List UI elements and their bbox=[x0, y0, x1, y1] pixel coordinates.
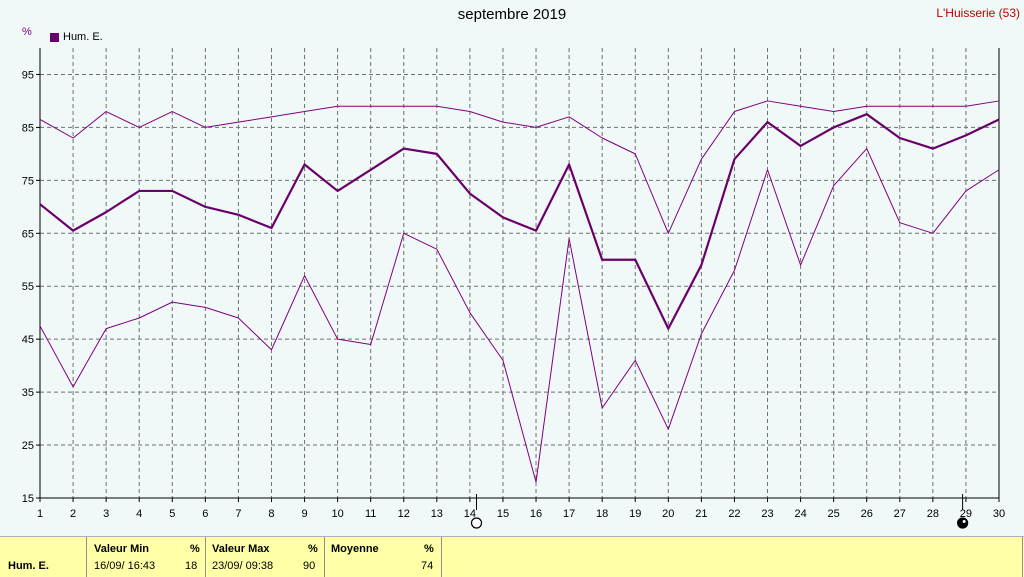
x-tick-label: 13 bbox=[431, 508, 443, 520]
x-tick-label: 19 bbox=[629, 508, 641, 520]
station-name: L'Huisserie (53) bbox=[936, 6, 1020, 20]
max-header: Valeur Max bbox=[212, 543, 270, 555]
x-tick-label: 27 bbox=[894, 508, 906, 520]
min-unit: % bbox=[190, 543, 200, 555]
x-tick-label: 21 bbox=[695, 508, 707, 520]
y-tick-label: 15 bbox=[22, 493, 34, 505]
x-tick-label: 4 bbox=[136, 508, 142, 520]
avg-header: Moyenne bbox=[331, 543, 379, 555]
footer-row-label: Hum. E. bbox=[8, 560, 49, 572]
y-tick-label: 95 bbox=[22, 69, 34, 81]
y-tick-label: 55 bbox=[22, 281, 34, 293]
avg-cell: Moyenne % 74 bbox=[324, 537, 441, 577]
avg-unit: % bbox=[424, 543, 434, 555]
series-line-mean bbox=[39, 113, 1000, 330]
min-value: 18 bbox=[185, 560, 198, 572]
x-tick-label: 18 bbox=[596, 508, 608, 520]
legend-swatch bbox=[50, 32, 59, 42]
x-tick-label: 25 bbox=[828, 508, 840, 520]
x-tick-label: 5 bbox=[169, 508, 175, 520]
x-tick-label: 14 bbox=[464, 508, 476, 520]
y-tick-label: 85 bbox=[22, 122, 34, 134]
series-line-min bbox=[39, 148, 1000, 483]
y-unit-label: % bbox=[22, 26, 32, 38]
x-tick-label: 2 bbox=[70, 508, 76, 520]
min-cell: Valeur Min % 16/09/ 16:43 18 bbox=[86, 537, 205, 577]
plot-area bbox=[40, 48, 999, 498]
x-tick-label: 11 bbox=[365, 508, 376, 520]
full-moon-icon bbox=[957, 517, 969, 529]
series-line-max bbox=[39, 100, 1000, 234]
x-tick-label: 8 bbox=[268, 508, 274, 520]
x-tick-label: 26 bbox=[861, 508, 873, 520]
new-moon-icon bbox=[470, 517, 483, 529]
chart-area: 15 25 35 45 55 65 75 85 95 1 2 3 4 5 6 7 8 9 10 11 12 13 14 15 1… bbox=[22, 6, 1020, 529]
y-tick-label: 75 bbox=[22, 175, 34, 187]
avg-value: 74 bbox=[421, 560, 434, 572]
max-unit: % bbox=[308, 543, 318, 555]
x-tick-label: 16 bbox=[530, 508, 542, 520]
y-tick-label: 45 bbox=[22, 334, 34, 346]
x-tick-label: 30 bbox=[993, 508, 1005, 520]
min-header: Valeur Min bbox=[94, 543, 150, 555]
x-tick-label: 22 bbox=[728, 508, 740, 520]
x-tick-label: 1 bbox=[37, 508, 43, 520]
stats-footer: Hum. E. Valeur Min % 16/09/ 16:43 18 Val… bbox=[0, 536, 1024, 577]
x-tick-label: 12 bbox=[398, 508, 410, 520]
max-cell: Valeur Max % 23/09/ 09:38 90 bbox=[205, 537, 324, 577]
x-tick-label: 20 bbox=[662, 508, 674, 520]
x-tick-label: 28 bbox=[927, 508, 939, 520]
x-tick-label: 9 bbox=[301, 508, 307, 520]
x-tick-label: 17 bbox=[563, 508, 575, 520]
y-tick-label: 35 bbox=[22, 387, 34, 399]
y-tick-label: 65 bbox=[22, 228, 34, 240]
legend: Hum. E. bbox=[50, 31, 103, 43]
full-moon-highlight bbox=[962, 520, 966, 523]
max-date: 23/09/ 09:38 bbox=[212, 560, 274, 572]
x-tick-label: 23 bbox=[761, 508, 773, 520]
x-tick-label: 3 bbox=[103, 508, 109, 520]
x-tick-label: 7 bbox=[235, 508, 241, 520]
max-value: 90 bbox=[303, 560, 316, 572]
x-tick-label: 15 bbox=[497, 508, 509, 520]
y-tick-label: 25 bbox=[22, 440, 34, 452]
chart-title: septembre 2019 bbox=[457, 6, 567, 23]
legend-label: Hum. E. bbox=[63, 31, 103, 43]
x-tick-label: 29 bbox=[960, 508, 972, 520]
x-tick-label: 6 bbox=[202, 508, 208, 520]
empty-cell bbox=[441, 537, 1023, 577]
min-date: 16/09/ 16:43 bbox=[94, 560, 156, 572]
x-tick-label: 10 bbox=[331, 508, 343, 520]
x-tick-label: 24 bbox=[794, 508, 806, 520]
